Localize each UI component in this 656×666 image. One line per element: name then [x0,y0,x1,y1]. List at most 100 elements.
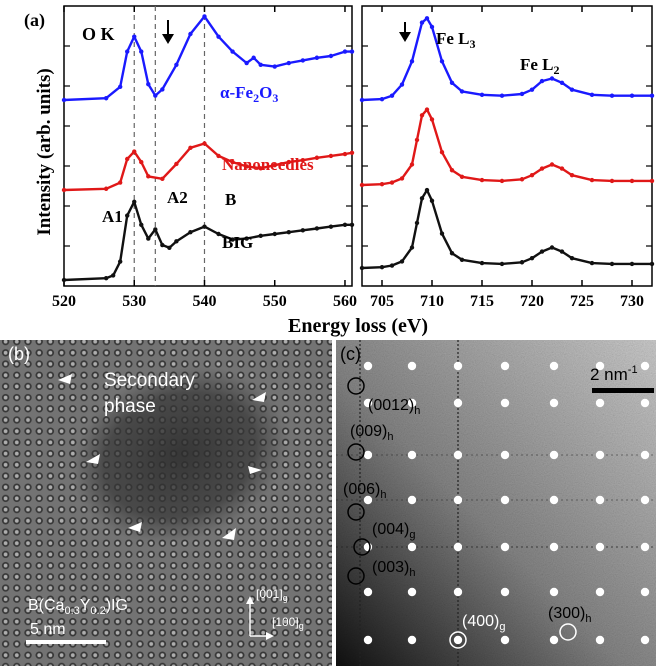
data-point [529,172,535,178]
x-tick-label-560: 560 [333,293,357,310]
diffraction-spot [549,450,559,460]
data-point [328,224,334,229]
series-line-Nanoneedles [63,142,353,192]
data-point [549,245,555,250]
series-label-nanoneedles: Nanoneedles [222,155,314,174]
data-point [359,265,365,271]
data-point [349,49,355,54]
data-point [414,220,420,226]
data-point [559,80,565,86]
data-point [389,263,395,268]
data-point [459,89,465,94]
data-point [409,59,415,64]
diffraction-spot [407,587,417,597]
spot-label-003h: (003)h [372,559,415,579]
data-point [379,264,385,270]
diffraction-spot [595,361,605,371]
data-point [328,53,334,59]
x-tick-label-540: 540 [192,293,216,310]
data-point [629,261,635,267]
data-point [103,96,109,101]
x-tick-label-530: 530 [122,293,146,310]
data-point [153,227,158,232]
data-point [479,260,485,266]
data-point [188,229,193,235]
data-point [202,14,207,19]
diffraction-spot [363,635,373,645]
data-point [103,275,109,281]
diffraction-spot [640,361,650,371]
data-point [61,277,67,283]
data-point [230,237,235,242]
data-point [314,155,320,160]
diffraction-spot [640,542,650,552]
fe-l-plot: 705 710 715 720 725 730 [359,6,655,310]
data-point [649,93,655,98]
diffraction-spot [363,450,373,460]
panel-c-label: (c) [340,344,361,364]
data-point [569,255,575,261]
data-point [559,166,565,171]
data-point [286,229,291,235]
diffraction-spot [549,635,559,645]
diffraction-spot [363,398,373,408]
data-point [146,174,151,179]
x-tick-label-730: 730 [620,293,644,310]
x-tick-label-720: 720 [520,293,544,310]
series-line-BIG [361,188,652,270]
data-point [160,176,165,182]
diffraction-spot [453,635,463,645]
data-point [132,149,137,154]
data-point [589,260,595,266]
data-point [424,107,430,112]
data-point [244,236,249,241]
data-point [132,199,137,204]
data-point [519,91,525,97]
data-point [160,87,165,92]
data-point [539,249,545,254]
diffraction-spot [500,450,510,460]
diffraction-spot [407,361,417,371]
data-point [139,49,144,54]
data-point [167,245,172,250]
diffraction-spot [595,635,605,645]
data-point [609,178,615,184]
series-line-Nanoneedles [361,108,652,187]
spot-label-300h: (300)h [548,605,591,625]
data-point [202,141,207,146]
data-point [216,231,221,237]
data-point [449,251,455,256]
data-point [216,34,221,39]
o-k-edge-label: O K [82,24,115,44]
data-point [419,113,425,118]
diffraction-spot [595,398,605,408]
data-point [258,62,263,67]
axis-100-label: [100]g [272,615,304,631]
scale-bar-label-b: 5 nm [30,621,66,638]
diffraction-spot [640,495,650,505]
data-point [349,222,355,227]
spot-label-0012h: (0012)h [368,397,420,417]
data-point [569,87,575,92]
data-point [125,213,130,218]
diffraction-spot [407,495,417,505]
diffraction-pattern [336,340,656,666]
axis-001-label: [001]g [256,587,288,603]
spot-marker-circle [347,503,365,521]
data-point [314,55,320,60]
spot-marker-circle [347,567,365,585]
data-point [439,59,445,64]
diffraction-spot [549,398,559,408]
arrow-down-icon [162,20,174,44]
diffraction-spot [407,398,417,408]
diffraction-spot [453,495,463,505]
arrow-down-icon [399,22,411,42]
data-point [649,261,655,267]
diffraction-spot [549,495,559,505]
data-point [419,20,425,25]
data-point [117,180,123,185]
secondary-phase-label-2: phase [104,396,156,417]
data-point [202,224,207,229]
data-point [529,87,535,92]
diffraction-spot [453,542,463,552]
